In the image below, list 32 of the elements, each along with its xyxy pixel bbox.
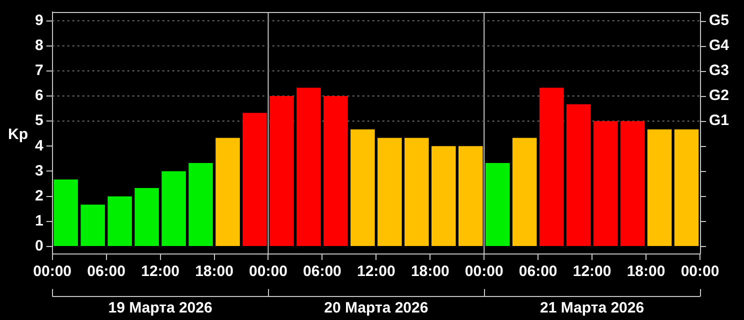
text: 20 Марта 2026 — [324, 300, 428, 317]
x-tick-label: 06:00 — [87, 263, 126, 280]
y-axis-title: Kp — [8, 126, 28, 144]
x-tick-label: 00:00 — [33, 263, 72, 280]
ref-line-label: G5 — [709, 12, 730, 29]
y-tick-label: 9 — [35, 12, 44, 29]
y-tick-label: 2 — [35, 187, 44, 204]
x-tick-label: 12:00 — [572, 263, 612, 280]
x-tick-label: 12:00 — [141, 263, 180, 280]
y-tick-label: 6 — [35, 87, 44, 104]
ref-line-label: G1 — [709, 112, 730, 130]
x-tick-label: 06:00 — [518, 263, 558, 280]
text: 21 Марта 2026 — [540, 300, 644, 317]
y-tick-label: 8 — [35, 36, 44, 54]
x-tick-label: 18:00 — [410, 263, 450, 280]
x-tick-label: 00:00 — [249, 263, 288, 280]
x-tick-label: 12:00 — [356, 263, 396, 280]
y-tick-label: 4 — [35, 137, 44, 154]
y-tick-label: 3 — [35, 162, 44, 180]
x-tick-label: 00:00 — [464, 263, 504, 280]
ref-line-label: G2 — [709, 87, 730, 104]
text: 19 Марта 2026 — [108, 300, 212, 317]
y-tick-label: 5 — [35, 112, 44, 130]
x-tick-label: 00:00 — [680, 263, 720, 280]
y-tick-label: 1 — [35, 212, 44, 230]
y-tick-label: 0 — [35, 238, 44, 255]
x-tick-label: 18:00 — [626, 263, 666, 280]
x-tick-label: 18:00 — [195, 263, 234, 280]
ref-line-label: G4 — [709, 36, 730, 54]
y-tick-label: 7 — [35, 62, 44, 80]
x-tick-label: 06:00 — [303, 263, 342, 280]
ref-line-label: G3 — [709, 62, 730, 80]
